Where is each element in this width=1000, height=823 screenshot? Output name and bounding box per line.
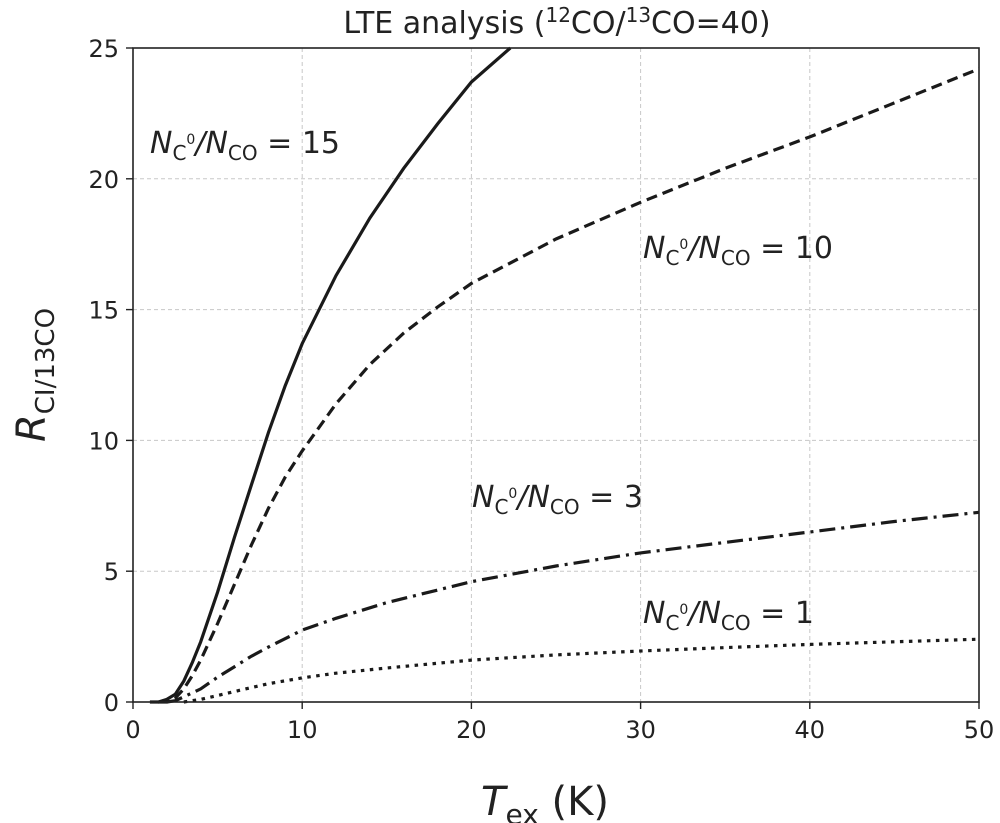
plot-frame — [132, 47, 980, 703]
svg-text:NC0/NCO = 1: NC0/NCO = 1 — [643, 596, 814, 635]
axis-ticks: 0 10 20 30 40 50 0 5 10 15 20 25 — [88, 35, 994, 744]
data-curves — [149, 46, 980, 704]
x-tick-label: 40 — [795, 716, 826, 744]
series-line-ratio-10 — [158, 67, 980, 704]
y-tick-label: 10 — [88, 427, 119, 455]
grid-lines — [133, 48, 979, 702]
series-line-ratio-15 — [149, 46, 512, 704]
y-tick-label: 15 — [88, 297, 119, 325]
series-line-ratio-1 — [183, 637, 980, 704]
svg-text:NC0/NCO = 15: NC0/NCO = 15 — [150, 126, 340, 165]
y-axis-label: RCI/13CO — [9, 308, 61, 442]
y-tick-label: 20 — [88, 166, 119, 194]
svg-text:NC0/NCO = 3: NC0/NCO = 3 — [472, 480, 643, 519]
x-tick-label: 50 — [964, 716, 995, 744]
x-axis-label: Tex (K) — [481, 779, 609, 823]
y-tick-label: 25 — [88, 35, 119, 63]
annotation-ratio-10: NC0/NCO = 10 — [643, 231, 833, 270]
y-tick-label: 5 — [104, 558, 119, 586]
annotation-ratio-15: NC0/NCO = 15 — [150, 126, 340, 165]
y-tick-label: 0 — [104, 689, 119, 717]
chart-title: LTE analysis (12CO/13CO=40) — [343, 3, 770, 41]
svg-text:NC0/NCO = 10: NC0/NCO = 10 — [643, 231, 833, 270]
series-line-ratio-3 — [166, 510, 980, 704]
x-tick-label: 20 — [456, 716, 487, 744]
x-tick-label: 0 — [125, 716, 140, 744]
x-tick-label: 10 — [287, 716, 318, 744]
x-tick-label: 30 — [625, 716, 656, 744]
annotation-ratio-3: NC0/NCO = 3 — [472, 480, 643, 519]
annotation-ratio-1: NC0/NCO = 1 — [643, 596, 814, 635]
